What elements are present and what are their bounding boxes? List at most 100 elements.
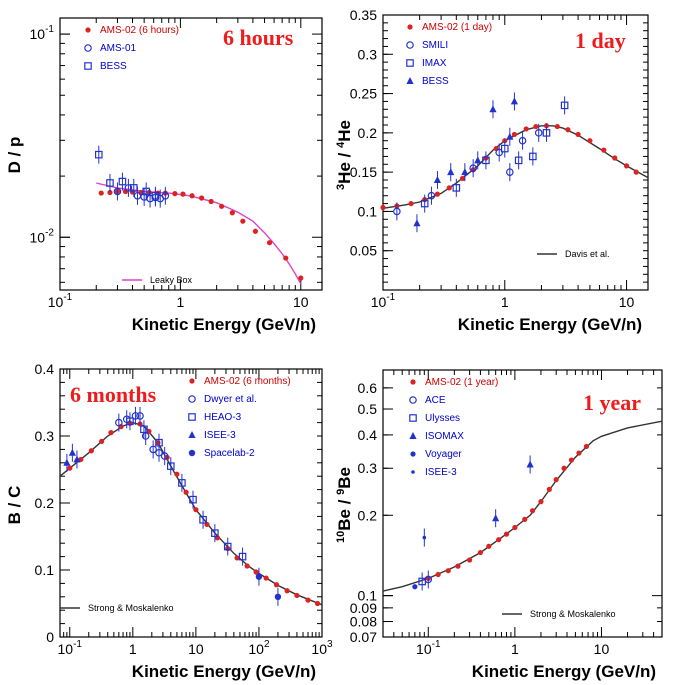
series-ams-02-6-hours- bbox=[98, 188, 304, 281]
y-tick-label: 0.4 bbox=[35, 361, 55, 377]
data-point bbox=[489, 105, 497, 113]
data-point bbox=[435, 571, 441, 578]
data-point bbox=[406, 41, 414, 49]
data-point bbox=[273, 582, 280, 588]
data-point bbox=[118, 177, 127, 186]
data-point bbox=[587, 138, 593, 144]
data-point bbox=[512, 524, 518, 531]
legend-entry: Spacelab-2 bbox=[204, 448, 255, 459]
x-tick-exponent: -1 bbox=[386, 292, 395, 303]
y-tick-label: 0.1 bbox=[35, 562, 55, 578]
y-tick-label: 0.1 bbox=[358, 203, 378, 219]
series-isee-3 bbox=[63, 443, 81, 472]
y-tick-label: 0.08 bbox=[350, 614, 377, 630]
data-point bbox=[452, 184, 461, 192]
data-point bbox=[511, 131, 518, 138]
data-point bbox=[99, 438, 105, 444]
data-point bbox=[263, 575, 269, 581]
legend-entry: AMS-02 (1 day) bbox=[422, 22, 492, 33]
plot-frame bbox=[59, 17, 323, 291]
legend-entry: BESS bbox=[422, 76, 449, 87]
data-point bbox=[554, 123, 560, 130]
x-tick-exponent: 3 bbox=[327, 639, 333, 650]
y-axis-label: D / p bbox=[5, 137, 24, 174]
data-point bbox=[565, 127, 571, 133]
y-tick-label: 0.15 bbox=[350, 164, 377, 180]
data-point bbox=[447, 168, 455, 176]
data-point bbox=[255, 573, 263, 580]
data-point bbox=[107, 189, 113, 196]
data-point bbox=[583, 443, 590, 450]
series-bess bbox=[413, 92, 519, 233]
legend-entry: SMILI bbox=[422, 40, 448, 51]
y-axis-label: 10Be / 9Be bbox=[335, 467, 354, 543]
legend-entry: ISEE-3 bbox=[204, 430, 236, 441]
data-point bbox=[534, 129, 543, 137]
data-point bbox=[124, 184, 133, 192]
series-bess bbox=[94, 145, 160, 205]
y-tick-label: 0.5 bbox=[358, 401, 378, 417]
y-tick-label: 0.3 bbox=[358, 460, 378, 476]
x-tick-exponent: -1 bbox=[63, 292, 72, 303]
data-point bbox=[568, 457, 575, 463]
data-point bbox=[298, 275, 304, 281]
y-axis-label-part: Be / bbox=[335, 495, 354, 531]
x-tick-label: 1 bbox=[511, 641, 519, 657]
time-annotation: 6 hours bbox=[223, 25, 294, 50]
panel-he: 10-1 1 10 0.05 0.1 0.15 0.2 0.25 0.3 0.35 Kinetic … bbox=[335, 7, 649, 334]
data-point bbox=[155, 438, 163, 447]
data-point bbox=[189, 193, 195, 199]
plot-frame bbox=[382, 369, 663, 638]
data-point bbox=[73, 455, 81, 463]
data-point bbox=[172, 191, 178, 197]
legend-model-label: Strong & Moskalenko bbox=[530, 609, 616, 619]
data-point bbox=[136, 412, 144, 420]
series-ulysses bbox=[418, 572, 426, 591]
plot-frame bbox=[382, 14, 649, 291]
data-point bbox=[486, 543, 492, 549]
data-point bbox=[223, 542, 232, 551]
data-point bbox=[113, 187, 122, 196]
data-point bbox=[98, 190, 104, 196]
y-tick-label: 0.35 bbox=[350, 7, 377, 23]
series-voyager bbox=[412, 584, 418, 590]
data-point bbox=[294, 592, 300, 599]
data-point bbox=[410, 379, 416, 385]
data-point bbox=[166, 462, 175, 470]
y-tick-label: 0.09 bbox=[350, 600, 377, 616]
data-point bbox=[542, 129, 551, 137]
series-isomax bbox=[492, 455, 534, 528]
y-tick-label: 0.1 bbox=[358, 588, 378, 604]
data-point bbox=[284, 588, 290, 594]
data-point bbox=[115, 418, 123, 427]
y-tick-label: 0 bbox=[46, 629, 54, 645]
data-point bbox=[461, 168, 469, 176]
panel-bc: 10-1 1 10 102 103 0 0.1 0.2 0.3 0.4 Kinetic Energy… bbox=[5, 361, 333, 681]
y-axis-label-part: 3 bbox=[335, 184, 347, 190]
x-tick-label: 10 bbox=[619, 294, 635, 310]
data-point bbox=[160, 452, 169, 460]
data-point bbox=[546, 486, 552, 492]
data-point bbox=[446, 185, 452, 191]
y-tick-label: 0.05 bbox=[350, 243, 377, 259]
data-point bbox=[129, 184, 138, 192]
time-annotation: 1 day bbox=[575, 28, 626, 53]
data-point bbox=[601, 147, 607, 153]
x-tick-exponent: 2 bbox=[264, 639, 270, 650]
data-point bbox=[211, 529, 219, 537]
data-point bbox=[283, 255, 289, 261]
data-point bbox=[474, 156, 482, 164]
series-isee-3 bbox=[422, 528, 427, 547]
data-point bbox=[142, 187, 151, 196]
data-point bbox=[560, 101, 569, 110]
legend-entry: ISOMAX bbox=[425, 431, 464, 442]
data-point bbox=[455, 563, 461, 569]
data-point bbox=[522, 516, 528, 522]
panel-be: 10-1 1 100.070.080.090.10.20.30.40.50.6Kin… bbox=[335, 369, 663, 681]
data-point bbox=[529, 508, 536, 514]
data-point bbox=[523, 126, 529, 132]
x-axis-label: Kinetic Energy (GeV/n) bbox=[132, 315, 316, 334]
series-ams-02-1-year- bbox=[425, 443, 590, 582]
y-tick-label: 0.3 bbox=[35, 428, 55, 444]
x-tick-label: 103 bbox=[311, 639, 333, 657]
